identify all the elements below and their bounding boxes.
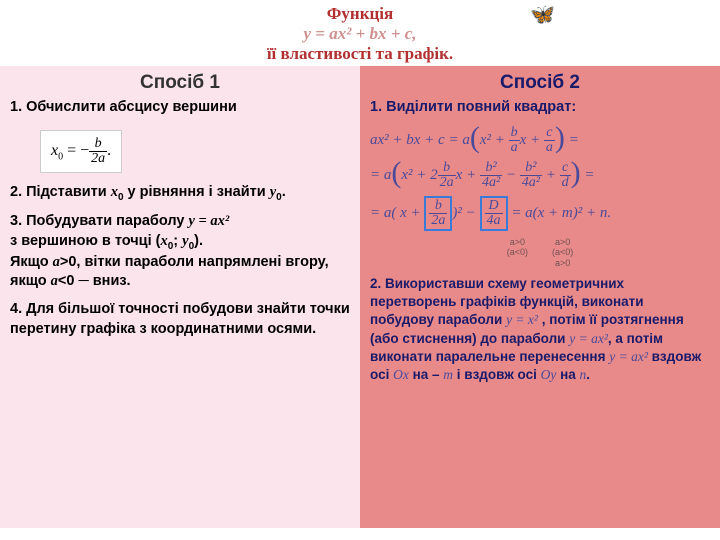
equation-line-1: ax² + bx + c = a(x² + bax + ca) = <box>370 126 710 155</box>
method-2-title: Спосіб 2 <box>370 72 710 94</box>
r2g: на <box>556 367 579 382</box>
eq1f1n: b <box>509 126 520 141</box>
eq1d: = <box>565 132 579 148</box>
eq3b2n: D <box>485 199 503 214</box>
formula-num: b <box>89 137 107 152</box>
s3b: з вершиною в точці ( <box>10 233 160 249</box>
eq1a: ax² + bx + c = a <box>370 132 470 148</box>
method-1-step-4: 4. Для більшої точності побудови знайти … <box>10 300 350 339</box>
method-1-step-1: 1. Обчислити абсцису вершини <box>10 98 350 118</box>
eq3b: )² − <box>452 205 479 221</box>
s3a: 3. Побудувати параболу <box>10 213 188 229</box>
formula-dot: . <box>107 142 111 159</box>
eq2b: x² + 2 <box>401 167 437 183</box>
s3-eq: y = ax² <box>188 213 229 229</box>
r2h: . <box>586 367 590 382</box>
eq3b1n: b <box>429 199 447 214</box>
eq2f3d: 4a² <box>520 176 542 190</box>
r2f: і вздовж осі <box>453 367 541 382</box>
r2y3: y = ax² <box>609 349 648 364</box>
eq3c: = a(x + m)² + n. <box>508 205 612 221</box>
eq2f2d: 4a² <box>480 176 502 190</box>
title-line-1: Функція <box>0 4 720 24</box>
title-line-3: її властивості та графік. <box>0 44 720 64</box>
vertex-x-formula: x0 = −b2a. <box>40 130 122 173</box>
method-1-column: Спосіб 1 1. Обчислити абсцису вершини x0… <box>0 66 360 528</box>
cond-right: a>0 (a<0) a>0 <box>552 237 573 269</box>
r2y1: y = x² <box>506 312 538 327</box>
s3-semi: ; <box>173 233 182 249</box>
boxed-b-2a: b2a <box>424 196 452 231</box>
s4: 4. Для більшої точності побудови знайти … <box>10 301 350 337</box>
s3c1c: <0 ─ вниз. <box>58 273 131 289</box>
eq2c: x + <box>456 167 480 183</box>
eq2f: = <box>581 167 595 183</box>
r2y2: y = ax² <box>569 331 608 346</box>
step1-text: 1. Обчислити абсцису вершини <box>10 99 237 115</box>
eq2f4d: d <box>560 176 571 190</box>
method-2-step-1: 1. Виділити повний квадрат: <box>370 98 710 118</box>
cond-left: a>0 (a<0) <box>507 237 528 269</box>
r2oy: Oy <box>541 367 557 382</box>
r-step1: 1. Виділити повний квадрат: <box>370 99 576 115</box>
title-equation: y = ax² + bx + c, <box>0 24 720 44</box>
r2m: m <box>443 367 453 382</box>
slide-header: 🦋 Функція y = ax² + bx + c, її властивос… <box>0 0 720 66</box>
eq3b1d: 2a <box>429 214 447 228</box>
equation-line-3: = a( x + b2a)² − D4a = a(x + m)² + n. <box>370 196 710 231</box>
equation-line-2: = a(x² + 2b2ax + b²4a² − b²4a² + cd) = <box>370 161 710 190</box>
eq1c: x + <box>520 132 544 148</box>
method-2-step-2: 2. Використавши схему геометричних перет… <box>370 275 710 384</box>
small-conditions: a>0 (a<0) a>0 (a<0) a>0 <box>370 237 710 269</box>
s2b: у рівняння і знайти <box>124 184 270 200</box>
eq2f1d: 2a <box>438 176 456 190</box>
s3c1a: Якщо <box>10 254 53 270</box>
s3-close: ). <box>194 233 203 249</box>
method-1-title: Спосіб 1 <box>10 72 350 94</box>
formula-eq: = − <box>63 142 89 159</box>
method-2-column: Спосіб 2 1. Виділити повний квадрат: ax²… <box>360 66 720 528</box>
r2ox: Ox <box>393 367 409 382</box>
eq2f2n: b² <box>480 161 502 176</box>
content-columns: Спосіб 1 1. Обчислити абсцису вершини x0… <box>0 66 720 528</box>
s3-agt: a <box>53 254 60 270</box>
method-1-step-2: 2. Підставити x0 у рівняння і знайти y0. <box>10 183 350 204</box>
formula-den: 2a <box>89 152 107 166</box>
butterfly-icon: 🦋 <box>530 2 555 27</box>
s2-x0: x <box>111 184 118 200</box>
eq2a: = a <box>370 167 391 183</box>
eq2f3n: b² <box>520 161 542 176</box>
eq3b2d: 4a <box>485 214 503 228</box>
method-1-step-3: 3. Побудувати параболу y = ax² з вершино… <box>10 212 350 292</box>
s3-x0: x <box>160 233 167 249</box>
eq1f1d: a <box>509 141 520 155</box>
eq1b: x² + <box>480 132 509 148</box>
s2a: 2. Підставити <box>10 184 111 200</box>
eq1f2n: c <box>544 126 555 141</box>
eq2f4n: c <box>560 161 571 176</box>
r2e: на – <box>409 367 443 382</box>
eq2f1n: b <box>438 161 456 176</box>
eq2d: − <box>502 167 520 183</box>
s2c: . <box>282 184 286 200</box>
eq1f2d: a <box>544 141 555 155</box>
boxed-d-4a: D4a <box>480 196 508 231</box>
eq2e: + <box>542 167 560 183</box>
s3-alt: a <box>51 273 58 289</box>
eq3a: = a( x + <box>370 205 424 221</box>
